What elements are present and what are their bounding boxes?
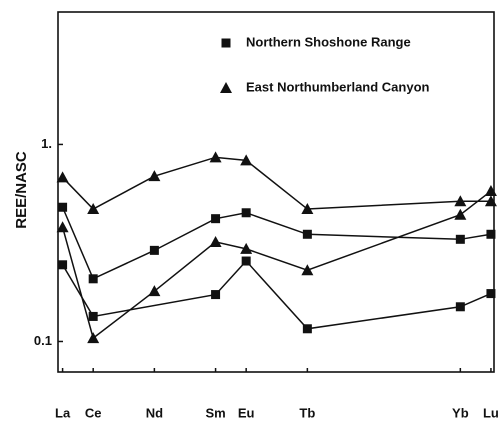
x-tick-label: La: [55, 405, 71, 420]
square-marker: [486, 289, 496, 299]
triangle-marker: [454, 208, 467, 220]
square-marker: [302, 324, 312, 334]
x-tick-label: Nd: [146, 405, 163, 420]
series-line: [61, 190, 492, 340]
square-marker: [241, 208, 251, 218]
square-marker: [455, 302, 465, 312]
triangle-marker: [87, 203, 100, 215]
legend-label: East Northumberland Canyon: [246, 79, 430, 94]
square-marker: [88, 274, 98, 284]
square-marker: [455, 234, 465, 244]
triangle-marker: [301, 203, 314, 215]
triangle-marker: [87, 332, 100, 344]
triangle-marker: [56, 221, 69, 233]
triangle-marker: [240, 242, 253, 254]
series-line: [61, 206, 492, 280]
triangle-marker: [484, 195, 497, 207]
square-marker: [486, 229, 496, 239]
square-marker: [58, 260, 68, 270]
triangle-marker: [148, 170, 161, 182]
square-marker: [211, 290, 221, 300]
square-marker: [211, 214, 221, 224]
x-tick-label: Sm: [205, 405, 225, 420]
triangle-marker: [148, 285, 161, 297]
legend-marker: [220, 82, 232, 93]
triangle-marker: [484, 185, 497, 197]
triangle-marker: [56, 171, 69, 183]
square-marker: [241, 256, 251, 266]
triangle-marker: [209, 235, 222, 247]
triangle-marker: [454, 195, 467, 207]
square-marker: [58, 202, 68, 212]
square-marker: [149, 245, 159, 255]
x-tick-label: Lu: [483, 405, 498, 420]
square-marker: [88, 311, 98, 321]
triangle-marker: [209, 151, 222, 163]
series-line: [61, 259, 492, 330]
triangle-marker: [301, 264, 314, 276]
x-tick-label: Ce: [85, 405, 102, 420]
x-tick-label: Tb: [299, 405, 315, 420]
legend-marker: [221, 38, 231, 48]
legend-label: Northern Shoshone Range: [246, 34, 411, 49]
series-line: [62, 156, 491, 210]
y-axis-label: REE/NASC: [13, 151, 30, 229]
x-tick-label: Yb: [452, 405, 469, 420]
triangle-marker: [240, 154, 253, 166]
y-tick-label: 1.: [41, 136, 52, 151]
square-marker: [302, 229, 312, 239]
x-tick-label: Eu: [238, 405, 255, 420]
y-tick-label: 0.1: [34, 333, 52, 348]
